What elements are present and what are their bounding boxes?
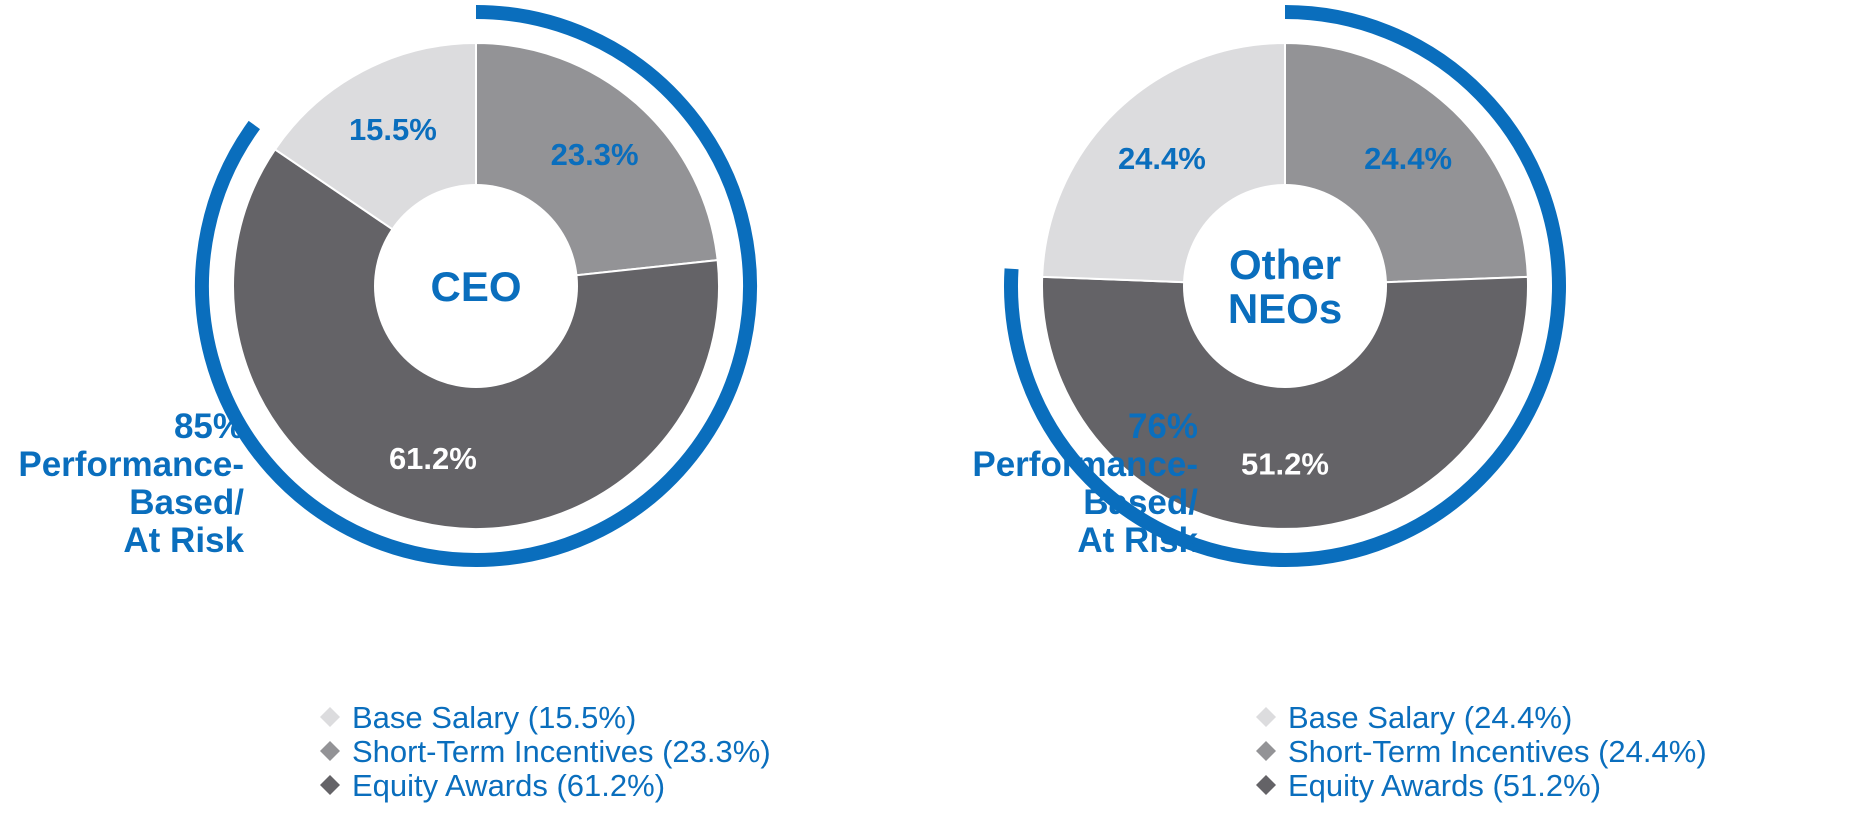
donut-chart-other-neos: 24.4%51.2%24.4%OtherNEOs76%Performance-B… — [972, 5, 1707, 803]
at-risk-label: Performance- — [18, 445, 244, 484]
at-risk-arc — [1004, 5, 1566, 567]
legend-swatch-icon — [320, 741, 340, 761]
at-risk-label: At Risk — [123, 521, 244, 560]
legend-swatch-icon — [1256, 741, 1276, 761]
legend-swatch-icon — [320, 707, 340, 727]
legend-label: Short-Term Incentives (24.4%) — [1288, 734, 1707, 769]
slice-value-label: 61.2% — [389, 441, 477, 476]
at-risk-label: Based/ — [129, 483, 244, 522]
donut-hole — [1183, 184, 1387, 388]
at-risk-label: 85% — [174, 407, 244, 446]
slice-value-label: 24.4% — [1118, 141, 1206, 176]
center-title: Other — [1229, 241, 1341, 288]
legend-label: Base Salary (24.4%) — [1288, 700, 1572, 735]
slice-equity-awards — [1041, 275, 1529, 530]
legend-label: Short-Term Incentives (23.3%) — [352, 734, 771, 769]
slice-value-label: 23.3% — [551, 137, 639, 172]
donut-chart-ceo: 23.3% 61.2% 15.5% CEO 85%Performance-Based/A… — [18, 5, 771, 803]
legend-swatch-icon — [1256, 775, 1276, 795]
at-risk-label: 76% — [1128, 407, 1198, 446]
at-risk-label: Based/ — [1083, 483, 1198, 522]
legend-label: Equity Awards (61.2%) — [352, 768, 665, 803]
slice-value-label: 24.4% — [1364, 141, 1452, 176]
donut-hole — [374, 184, 578, 388]
slice-value-label: 51.2% — [1241, 447, 1329, 482]
at-risk-arc — [195, 5, 757, 567]
center-title: CEO — [430, 263, 521, 310]
legend-swatch-icon — [1256, 707, 1276, 727]
slice-value-label: 15.5% — [349, 112, 437, 147]
legend-swatch-icon — [320, 775, 340, 795]
center-title: NEOs — [1228, 285, 1342, 332]
at-risk-label: Performance- — [972, 445, 1198, 484]
legend-label: Equity Awards (51.2%) — [1288, 768, 1601, 803]
legend-label: Base Salary (15.5%) — [352, 700, 636, 735]
at-risk-label: At Risk — [1077, 521, 1198, 560]
